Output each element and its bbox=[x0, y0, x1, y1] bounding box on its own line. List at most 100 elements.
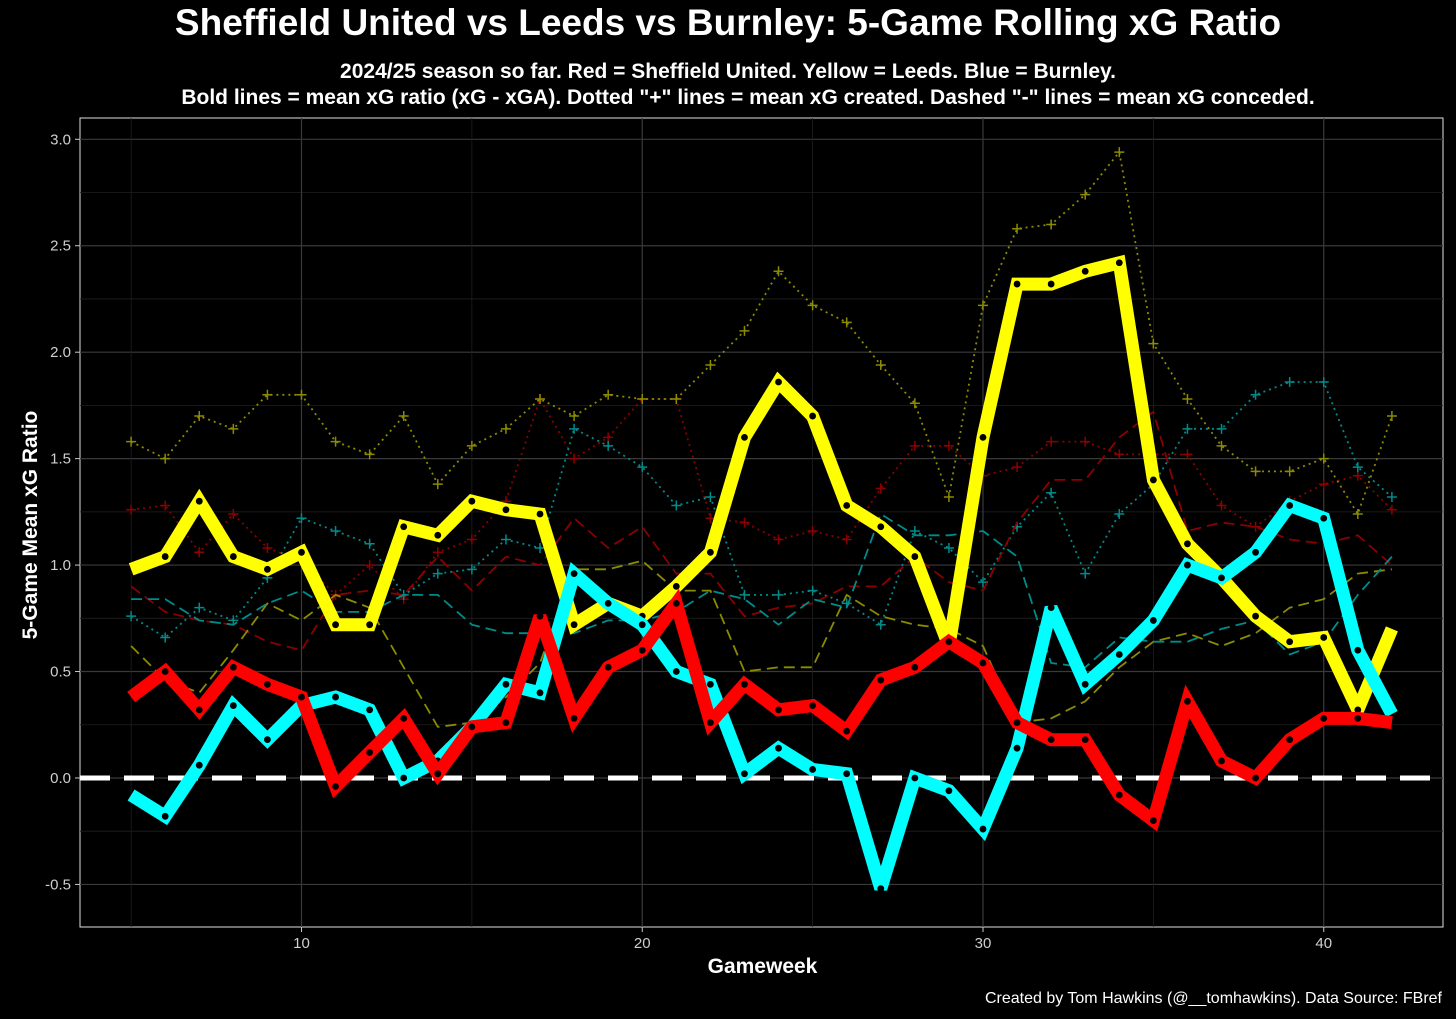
plus-marker bbox=[160, 453, 171, 464]
data-point bbox=[1013, 719, 1021, 727]
data-point bbox=[161, 812, 169, 820]
data-point bbox=[400, 714, 408, 722]
data-point bbox=[604, 663, 612, 671]
data-point bbox=[570, 621, 578, 629]
data-point bbox=[161, 553, 169, 560]
plus-marker bbox=[1148, 338, 1159, 349]
plus-marker bbox=[466, 534, 477, 545]
plus-marker bbox=[603, 432, 614, 443]
series-line bbox=[127, 588, 1393, 832]
data-point bbox=[638, 621, 646, 629]
data-point bbox=[366, 749, 374, 756]
chart-caption: Created by Tom Hawkins (@__tomhawkins). … bbox=[984, 990, 1442, 1007]
data-point bbox=[161, 668, 169, 675]
plus-marker bbox=[364, 560, 375, 571]
plus-marker bbox=[1216, 440, 1227, 451]
data-point bbox=[434, 770, 442, 778]
data-point bbox=[366, 706, 374, 714]
plus-marker bbox=[841, 534, 852, 545]
data-point bbox=[979, 659, 987, 667]
plus-marker bbox=[535, 394, 546, 405]
plus-marker bbox=[1352, 462, 1363, 473]
data-point bbox=[195, 761, 203, 769]
x-tick-label: 20 bbox=[634, 935, 651, 952]
data-point bbox=[400, 774, 408, 782]
data-point bbox=[229, 663, 237, 671]
plus-marker bbox=[705, 491, 716, 502]
series-line bbox=[130, 381, 1393, 639]
series-line bbox=[131, 513, 1393, 669]
plus-marker bbox=[875, 359, 886, 370]
plus-marker bbox=[739, 589, 750, 600]
plus-marker bbox=[1318, 479, 1329, 490]
plus-marker bbox=[841, 317, 852, 328]
data-point bbox=[809, 702, 817, 709]
data-point bbox=[604, 600, 612, 607]
y-tick-label: 2.5 bbox=[50, 238, 71, 255]
series-created-leeds bbox=[126, 147, 1397, 519]
plus-marker bbox=[1284, 376, 1295, 387]
data-point bbox=[775, 744, 782, 752]
data-point bbox=[1184, 697, 1191, 705]
x-tick-label: 40 bbox=[1315, 935, 1332, 952]
data-point bbox=[570, 570, 578, 577]
data-point bbox=[1047, 736, 1055, 744]
data-point bbox=[809, 412, 817, 420]
data-point bbox=[195, 497, 203, 505]
plus-marker bbox=[1250, 466, 1261, 477]
data-point bbox=[843, 727, 851, 735]
plus-marker bbox=[1114, 147, 1125, 158]
plus-marker bbox=[296, 513, 307, 524]
data-point bbox=[1115, 791, 1123, 799]
plus-marker bbox=[1386, 504, 1397, 515]
plus-marker bbox=[1182, 423, 1193, 434]
data-point bbox=[1252, 774, 1259, 782]
plus-marker bbox=[569, 411, 580, 422]
plus-marker bbox=[773, 266, 784, 277]
data-point bbox=[843, 502, 851, 509]
plus-marker bbox=[194, 602, 205, 613]
data-point bbox=[366, 621, 374, 629]
plus-marker bbox=[569, 453, 580, 464]
plus-marker bbox=[126, 611, 137, 622]
series-conceded-burnley bbox=[131, 513, 1393, 669]
plus-marker bbox=[1080, 568, 1091, 579]
data-point bbox=[298, 693, 305, 701]
data-point bbox=[264, 736, 271, 744]
plus-marker bbox=[1114, 508, 1125, 519]
y-axis-label: 5-Game Mean xG Ratio bbox=[19, 410, 42, 640]
data-point bbox=[911, 553, 919, 560]
data-point bbox=[332, 621, 339, 629]
data-point bbox=[945, 787, 953, 795]
plus-marker bbox=[1352, 508, 1363, 519]
data-point bbox=[1354, 706, 1362, 714]
plus-marker bbox=[1386, 491, 1397, 502]
plus-marker bbox=[160, 500, 171, 511]
data-point bbox=[911, 774, 919, 782]
y-tick-label: -0.5 bbox=[45, 876, 71, 893]
series-conceded-leeds bbox=[130, 559, 1393, 728]
plus-marker bbox=[671, 500, 682, 511]
data-point bbox=[1081, 680, 1089, 688]
plus-marker bbox=[943, 440, 954, 451]
data-point bbox=[741, 433, 748, 441]
plus-marker bbox=[773, 589, 784, 600]
plus-marker bbox=[398, 411, 409, 422]
plus-marker bbox=[637, 462, 648, 473]
plus-marker bbox=[1250, 389, 1261, 400]
plus-marker bbox=[977, 577, 988, 588]
data-point bbox=[706, 680, 714, 688]
plus-marker bbox=[943, 491, 954, 502]
data-point bbox=[1115, 259, 1123, 267]
data-point bbox=[1149, 476, 1157, 484]
series-ratio-burnley bbox=[127, 497, 1398, 893]
data-point bbox=[1320, 634, 1328, 641]
data-point bbox=[332, 783, 339, 790]
plus-marker bbox=[1012, 462, 1023, 473]
data-point bbox=[536, 689, 544, 697]
plus-marker bbox=[1216, 500, 1227, 511]
data-point bbox=[1047, 280, 1055, 288]
data-point bbox=[229, 553, 237, 560]
series-created-burnley bbox=[126, 376, 1397, 643]
